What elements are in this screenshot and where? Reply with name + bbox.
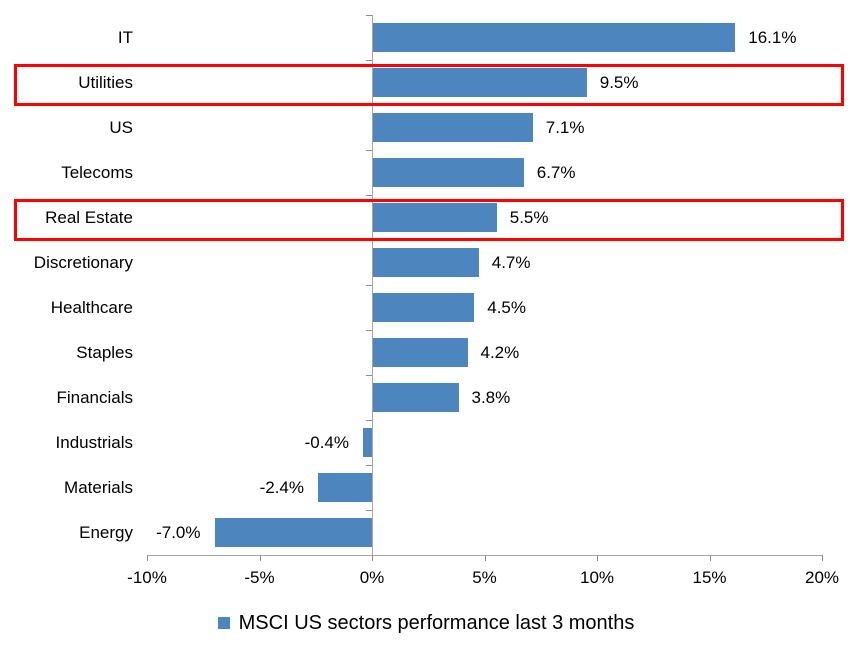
x-tick-label: 10% [579,568,615,587]
x-tick-label: 0% [359,568,385,587]
value-label-discretionary: 4.7% [491,253,531,272]
x-tick-label: 15% [692,568,727,587]
legend-label: MSCI US sectors performance last 3 month… [238,611,635,634]
category-label-utilities: Utilities [78,73,133,92]
bar-staples [373,338,468,367]
category-label-real-estate: Real Estate [45,208,133,227]
value-label-real-estate: 5.5% [509,208,549,227]
category-tick [366,420,372,421]
bar-discretionary [373,248,479,277]
x-tick-label: -10% [127,568,167,587]
legend-marker-icon [217,617,230,629]
value-label-utilities: 9.5% [599,73,639,92]
x-axis-tick [259,555,261,561]
bar-us [373,113,533,142]
highlight-box-real-estate [14,199,844,241]
category-tick [366,510,372,511]
category-label-telecoms: Telecoms [61,163,133,182]
value-label-industrials: -0.4% [304,433,349,452]
category-tick [366,15,372,16]
category-label-discretionary: Discretionary [33,253,133,272]
category-label-financials: Financials [56,388,133,407]
x-tick-label: 5% [472,568,497,587]
x-axis-tick [484,555,486,561]
x-axis-tick [597,555,598,561]
category-tick [366,465,372,466]
category-tick [366,195,372,196]
category-label-industrials: Industrials [55,433,133,452]
category-tick [366,375,372,376]
category-label-staples: Staples [76,343,133,362]
bar-real-estate [373,203,497,232]
bar-financials [373,383,459,412]
category-label-it: IT [117,28,133,47]
value-label-it: 16.1% [748,28,797,47]
value-label-materials: -2.4% [259,478,304,497]
highlight-box-utilities [14,64,844,106]
x-axis-tick [709,555,711,561]
x-axis-tick [147,555,148,561]
x-tick-label: -5% [244,568,275,587]
bar-healthcare [373,293,475,322]
category-label-healthcare: Healthcare [50,298,133,317]
x-tick-label: 20% [804,568,840,587]
bar-industrials [363,428,372,457]
category-label-us: US [109,118,133,137]
value-label-financials: 3.8% [471,388,511,407]
bar-materials [318,473,372,502]
value-label-telecoms: 6.7% [536,163,576,182]
value-label-us: 7.1% [545,118,585,137]
category-tick [366,285,372,286]
bar-telecoms [373,158,524,187]
value-label-staples: 4.2% [480,343,520,362]
x-axis-tick [822,555,823,561]
value-label-energy: -7.0% [156,523,201,542]
zero-axis-line [372,15,373,555]
bar-utilities [373,68,587,97]
legend: MSCI US sectors performance last 3 month… [0,608,852,638]
category-tick [366,60,372,61]
value-label-healthcare: 4.5% [487,298,526,317]
x-axis-tick [372,555,373,561]
category-label-materials: Materials [64,478,133,497]
category-tick [366,150,372,151]
bar-it [373,23,736,52]
bar-energy [214,518,372,547]
category-label-energy: Energy [79,523,133,542]
category-tick [366,330,372,331]
